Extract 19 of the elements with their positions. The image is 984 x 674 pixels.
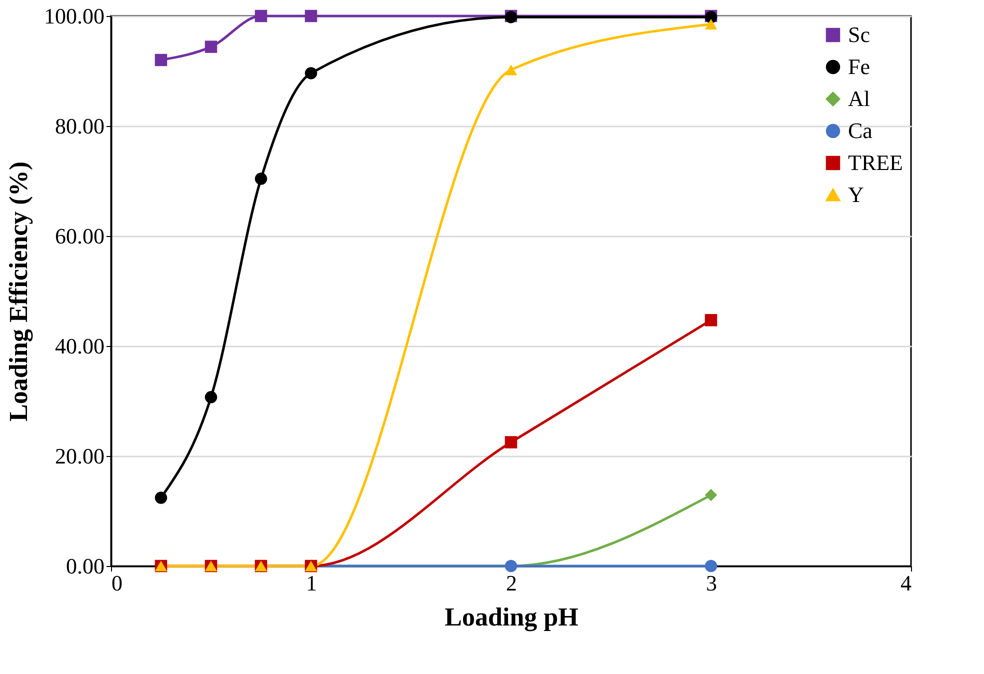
legend-label: Al — [848, 86, 870, 111]
legend-label: Ca — [848, 118, 873, 143]
legend-label: Fe — [848, 54, 870, 79]
x-tick-label: 3 — [706, 570, 717, 596]
x-axis-title: Loading pH — [444, 602, 578, 632]
y-tick-label: 100.00 — [44, 4, 104, 28]
y-tick-label: 20.00 — [55, 444, 104, 468]
legend-label: Y — [848, 182, 864, 207]
x-tick-label: 4 — [900, 570, 912, 596]
legend-label: Sc — [848, 22, 870, 47]
y-tick-label: 60.00 — [55, 224, 104, 248]
y-tick-label: 40.00 — [55, 334, 104, 358]
y-axis-title: Loading Efficiency (%) — [4, 162, 33, 422]
legend-label: TREE — [848, 150, 903, 175]
y-tick-label: 0.00 — [66, 554, 104, 578]
x-tick-label: 1 — [306, 570, 317, 596]
x-tick-label: 0 — [112, 570, 122, 596]
y-tick-label: 80.00 — [55, 114, 104, 138]
x-tick-label: 2 — [506, 570, 517, 596]
